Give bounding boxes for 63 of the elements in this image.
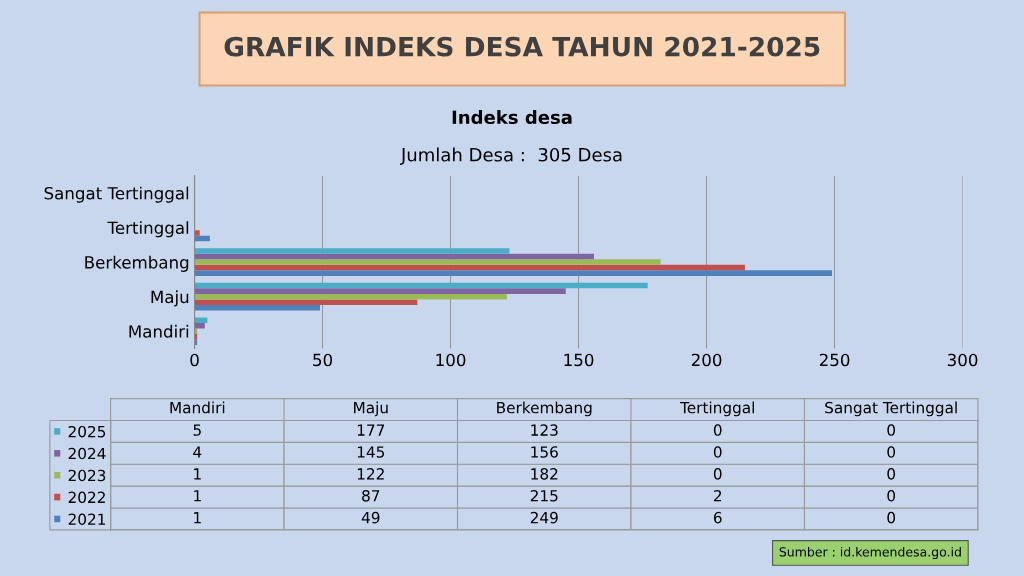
y-tick-label: 2021 bbox=[68, 513, 106, 525]
bar bbox=[194, 293, 507, 300]
bar bbox=[194, 288, 566, 294]
y-tick-label: Tertinggal bbox=[107, 221, 189, 238]
x-tick-label: 150 bbox=[564, 353, 594, 367]
bar bbox=[194, 270, 832, 276]
bar bbox=[194, 259, 661, 265]
data-label: 0 bbox=[887, 424, 896, 436]
data-label: 0 bbox=[887, 489, 896, 502]
y-tick-label: Berkembang bbox=[85, 255, 189, 272]
bar bbox=[194, 282, 648, 289]
y-tick-label: 2024 bbox=[68, 447, 106, 460]
text: GRAFIK INDEKS DESA TAHUN 2021-2025 bbox=[224, 36, 820, 57]
x-tick-label: Tertinggal bbox=[680, 401, 754, 417]
x-tick-label: 50 bbox=[313, 353, 333, 367]
data-label: 182 bbox=[531, 468, 558, 480]
y-tick-label: 2022 bbox=[68, 491, 105, 504]
data-label: 6 bbox=[713, 511, 722, 524]
text: Sumber : id.kemendesa.go.id bbox=[779, 546, 961, 560]
data-label: 1 bbox=[194, 490, 201, 502]
data-label: 4 bbox=[193, 446, 202, 458]
chart-title: Indeks desa bbox=[452, 110, 572, 125]
data-label: 0 bbox=[713, 424, 722, 436]
y-tick-label: Mandiri bbox=[129, 324, 189, 338]
x-tick-label: 300 bbox=[947, 353, 978, 367]
y-tick-label: Maju bbox=[151, 290, 189, 307]
y-tick-label: Sangat Tertinggal bbox=[44, 186, 189, 203]
data-label: 2 bbox=[713, 489, 722, 502]
data-label: 87 bbox=[362, 489, 380, 502]
y-tick-label: 2023 bbox=[68, 469, 106, 482]
data-label: 49 bbox=[361, 511, 380, 524]
x-tick-label: Berkembang bbox=[497, 401, 592, 417]
data-label: 123 bbox=[531, 424, 558, 436]
bar bbox=[194, 299, 418, 305]
bar bbox=[194, 317, 208, 323]
data-label: 145 bbox=[357, 446, 385, 458]
x-tick-label: Sangat Tertinggal bbox=[825, 401, 957, 417]
x-tick-label: 250 bbox=[819, 353, 850, 367]
x-tick-label: 100 bbox=[436, 353, 466, 367]
x-tick-label: 0 bbox=[190, 353, 199, 367]
data-label: 0 bbox=[887, 468, 896, 480]
x-tick-label: Mandiri bbox=[170, 401, 225, 414]
data-label: 1 bbox=[194, 512, 201, 524]
x-tick-label: 200 bbox=[691, 353, 722, 367]
data-label: 249 bbox=[530, 511, 558, 524]
x-tick-label: Maju bbox=[354, 401, 388, 417]
data-label: 122 bbox=[357, 468, 384, 480]
data-label: 156 bbox=[531, 446, 558, 458]
data-label: 0 bbox=[713, 446, 722, 458]
bar bbox=[194, 230, 200, 236]
bar bbox=[194, 253, 594, 260]
y-tick-label: 2025 bbox=[68, 425, 106, 438]
data-label: 0 bbox=[713, 468, 722, 480]
data-label: 177 bbox=[357, 424, 385, 436]
chart-subtitle: Jumlah Desa : 305 Desa bbox=[400, 147, 622, 165]
data-label: 215 bbox=[530, 489, 558, 502]
data-label: 0 bbox=[887, 511, 896, 524]
bar bbox=[194, 304, 320, 311]
data-label: 5 bbox=[193, 424, 201, 436]
data-label: 0 bbox=[887, 446, 896, 458]
bar bbox=[194, 248, 510, 254]
bar bbox=[194, 264, 745, 271]
data-label: 1 bbox=[194, 468, 201, 480]
